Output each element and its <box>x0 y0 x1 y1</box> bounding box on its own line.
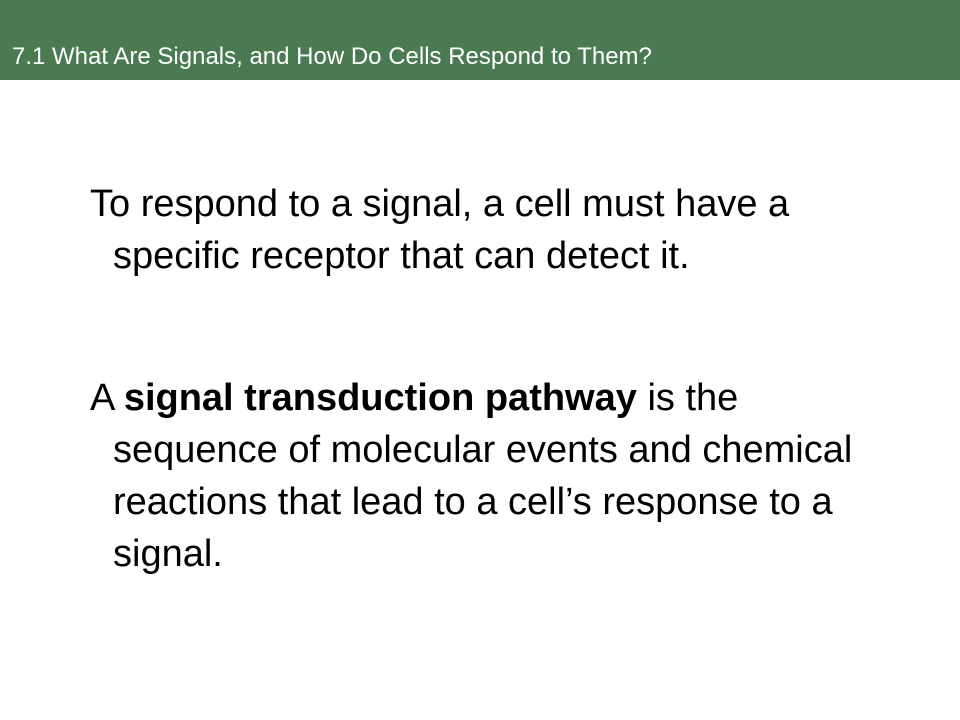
slide-title: 7.1 What Are Signals, and How Do Cells R… <box>12 43 652 70</box>
definition-prefix: A <box>90 377 124 419</box>
body-paragraph-receptor: To respond to a signal, a cell must have… <box>90 183 790 277</box>
body-paragraph-definition: A signal transduction pathway is the seq… <box>90 372 903 580</box>
slide-title-bar: 7.1 What Are Signals, and How Do Cells R… <box>0 0 960 80</box>
key-term: signal transduction pathway <box>123 377 637 419</box>
definition-suffix: is the sequence of molecular events and … <box>113 377 853 575</box>
